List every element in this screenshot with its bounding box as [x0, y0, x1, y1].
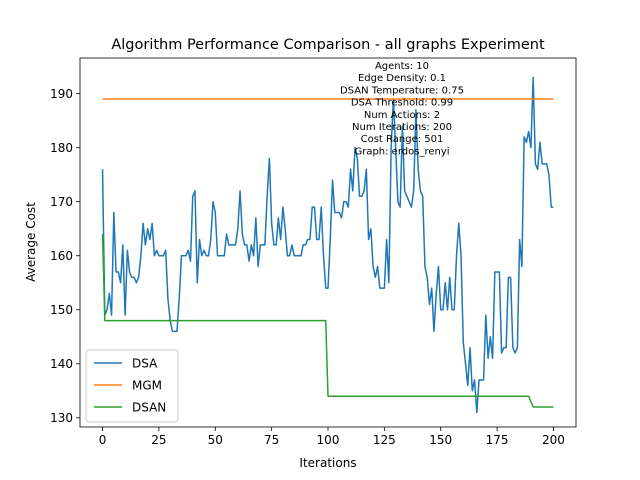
- x-tick-label: 200: [542, 433, 565, 447]
- y-tick-label: 130: [50, 411, 73, 425]
- y-axis-label: Average Cost: [24, 202, 38, 282]
- annotation-line: Agents: 10: [375, 61, 429, 72]
- y-tick-label: 170: [50, 195, 73, 209]
- annotation-line: DSAN Temperature: 0.75: [340, 85, 464, 96]
- annotation-line: DSA Threshold: 0.99: [351, 98, 453, 109]
- plot-area: [101, 76, 554, 414]
- legend-label-mgm: MGM: [132, 378, 162, 392]
- chart-title: Algorithm Performance Comparison - all g…: [111, 37, 545, 53]
- x-axis-label: Iterations: [299, 456, 356, 470]
- x-tick-label: 150: [429, 433, 452, 447]
- y-axis: 130 140 150 160 170 180 190: [50, 87, 80, 425]
- legend-label-dsan: DSAN: [132, 400, 166, 414]
- x-tick-label: 100: [317, 433, 340, 447]
- x-tick-label: 25: [151, 433, 166, 447]
- legend: DSA MGM DSAN: [85, 349, 179, 423]
- annotation-line: Num Actions: 2: [364, 110, 440, 121]
- x-axis: 0 25 50 75 100 125 150 175 200: [99, 427, 565, 447]
- annotation-line: Edge Density: 0.1: [358, 73, 446, 84]
- y-tick-label: 160: [50, 249, 73, 263]
- x-tick-label: 175: [486, 433, 509, 447]
- legend-label-dsa: DSA: [132, 356, 158, 370]
- x-tick-label: 0: [99, 433, 107, 447]
- x-tick-label: 50: [208, 433, 223, 447]
- annotation-line: Graph: erdos_renyi: [354, 146, 449, 157]
- annotation-line: Cost Range: 501: [361, 134, 444, 145]
- x-tick-label: 125: [373, 433, 396, 447]
- y-tick-label: 190: [50, 87, 73, 101]
- y-tick-label: 180: [50, 141, 73, 155]
- series-line-dsan: [101, 234, 554, 408]
- legend-box: [85, 349, 179, 423]
- x-tick-label: 75: [264, 433, 279, 447]
- annotation-line: Num Iterations: 200: [352, 122, 452, 133]
- y-tick-label: 140: [50, 357, 73, 371]
- y-tick-label: 150: [50, 303, 73, 317]
